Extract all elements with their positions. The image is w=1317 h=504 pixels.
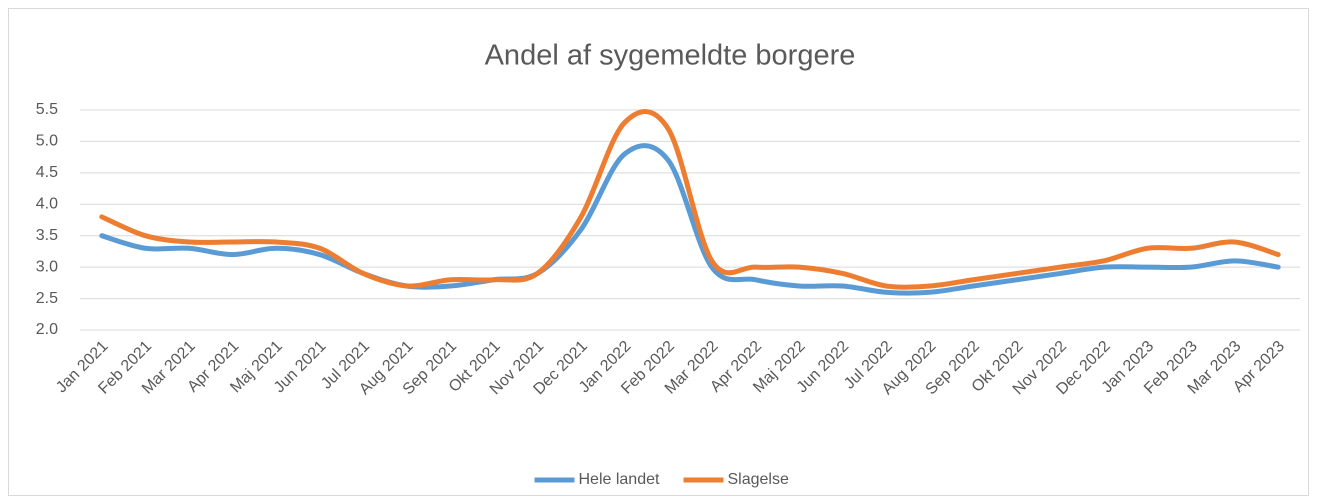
- y-tick-label: 2.0: [36, 321, 58, 338]
- y-tick-label: 5.5: [36, 101, 58, 118]
- y-tick-label: 3.0: [36, 258, 58, 275]
- y-tick-label: 4.5: [36, 164, 58, 181]
- line: [99, 143, 1281, 296]
- chart-title: Andel af sygemeldte borgere: [485, 40, 856, 72]
- legend-label: Slagelse: [728, 471, 789, 488]
- line: [99, 109, 1281, 290]
- y-tick-label: 2.5: [36, 290, 58, 307]
- y-tick-label: 3.5: [36, 227, 58, 244]
- y-tick-label: 5.0: [36, 133, 58, 150]
- y-tick-label: 4.0: [36, 196, 58, 213]
- legend-label: Hele landet: [579, 471, 661, 488]
